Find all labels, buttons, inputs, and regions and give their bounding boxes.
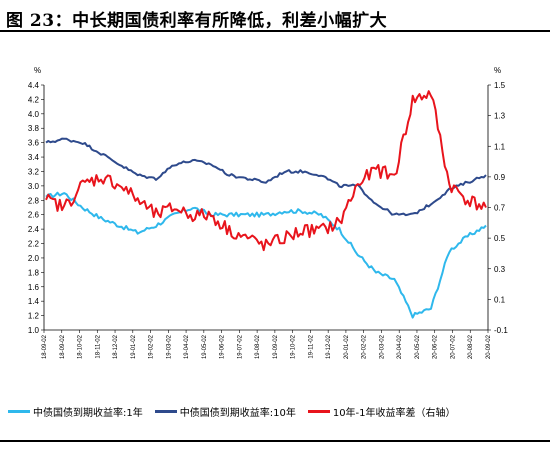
left-tick-label: 3.0 (28, 182, 40, 191)
x-tick-label: 19-03-02 (166, 334, 172, 359)
x-tick-label: 19-05-02 (202, 334, 208, 359)
left-tick-label: 4.2 (28, 95, 40, 104)
x-tick-label: 19-07-02 (237, 334, 243, 359)
x-tick-label: 20-09-02 (486, 334, 492, 359)
left-tick-label: 2.4 (28, 225, 40, 234)
series-spread-line (45, 90, 487, 252)
left-tick-label: 1.2 (28, 312, 40, 321)
x-tick-label: 19-10-02 (291, 334, 297, 359)
x-tick-label: 19-04-02 (184, 334, 190, 359)
right-axis-unit: % (494, 66, 501, 75)
x-tick-label: 20-02-02 (362, 334, 368, 359)
left-axis-unit: % (34, 66, 41, 75)
legend-swatch-10y (154, 409, 177, 413)
left-tick-label: 4.4 (28, 81, 40, 90)
left-tick-label: 1.6 (28, 283, 40, 292)
right-tick-label: 1.1 (494, 142, 506, 151)
left-tick-label: 3.4 (28, 153, 40, 162)
legend-item-10y: 中债国债到期收益率:10年 (154, 404, 296, 419)
figure-title: 图 23：中长期国债利率有所降低，利差小幅扩大 (6, 11, 388, 31)
x-tick-label: 18-09-02 (42, 334, 48, 359)
right-tick-label: 1.3 (494, 112, 506, 121)
x-tick-label: 19-02-02 (149, 334, 155, 359)
x-tick-label: 19-11-02 (308, 334, 314, 358)
left-tick-label: 2.6 (28, 211, 40, 220)
x-tick-label: 19-01-02 (131, 334, 137, 359)
title-rule (0, 30, 550, 32)
right-tick-label: 0.3 (494, 265, 506, 274)
legend: 中债国债到期收益率:1年 中债国债到期收益率:10年 10年-1年收益率差（右轴… (8, 404, 468, 419)
left-tick-label: 4.0 (28, 110, 40, 119)
x-tick-label: 18-09-02 (60, 334, 66, 359)
x-tick-label: 20-04-02 (397, 334, 403, 359)
right-tick-label: -0.1 (494, 326, 508, 335)
x-tick-label: 20-05-02 (415, 334, 421, 359)
legend-label-spread: 10年-1年收益率差（右轴） (332, 407, 456, 419)
right-tick-label: 0.5 (494, 234, 506, 243)
right-tick-label: 0.7 (494, 204, 506, 213)
series-1y-line (45, 191, 487, 319)
x-tick-label: 19-08-02 (255, 334, 261, 359)
left-tick-label: 3.2 (28, 167, 40, 176)
x-tick-label: 19-09-02 (273, 334, 279, 359)
x-tick-label: 20-07-02 (450, 334, 456, 359)
x-tick-label: 18-10-02 (78, 334, 84, 359)
right-tick-label: 0.9 (494, 173, 506, 182)
left-tick-label: 3.6 (28, 139, 40, 148)
x-tick-label: 18-12-02 (113, 334, 119, 359)
left-tick-label: 2.0 (28, 254, 40, 263)
x-tick-label: 19-12-02 (326, 334, 332, 359)
legend-item-spread: 10年-1年收益率差（右轴） (307, 404, 456, 419)
x-tick-label: 19-06-02 (220, 334, 226, 359)
bottom-rule (0, 440, 550, 442)
x-tick-label: 20-03-02 (379, 334, 385, 359)
x-tick-label: 20-08-02 (468, 334, 474, 359)
legend-item-1y: 中债国债到期收益率:1年 (8, 404, 143, 419)
left-tick-label: 2.8 (28, 196, 40, 205)
legend-swatch-1y (8, 409, 30, 413)
left-tick-label: 2.2 (28, 240, 40, 249)
series-10y-line (45, 137, 487, 217)
x-tick-label: 20-06-02 (433, 334, 439, 359)
legend-swatch-spread (307, 409, 330, 413)
legend-label-10y: 中债国债到期收益率:10年 (179, 407, 296, 419)
right-tick-label: 1.5 (494, 81, 506, 90)
left-tick-label: 1.0 (28, 326, 40, 335)
left-tick-label: 1.4 (28, 297, 40, 306)
legend-label-1y: 中债国债到期收益率:1年 (33, 407, 143, 419)
left-tick-label: 3.8 (28, 124, 40, 133)
x-tick-label: 20-01-02 (344, 334, 350, 359)
right-tick-label: 0.1 (494, 295, 506, 304)
left-tick-label: 1.8 (28, 268, 40, 277)
x-tick-label: 18-11-02 (95, 334, 101, 358)
